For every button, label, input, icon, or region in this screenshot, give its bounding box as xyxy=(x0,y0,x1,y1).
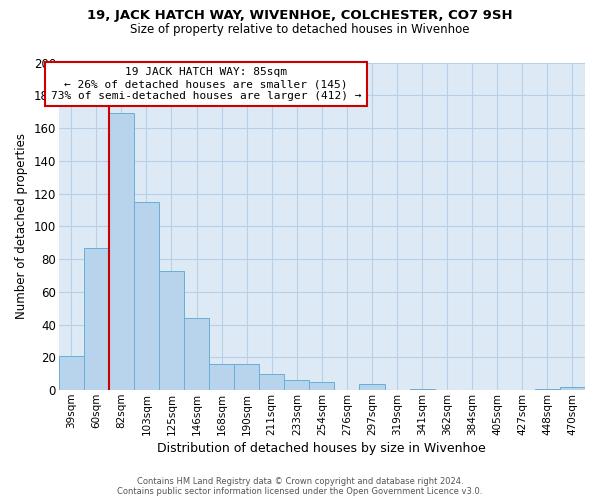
Bar xyxy=(410,388,434,390)
Bar xyxy=(59,356,84,390)
Bar xyxy=(159,270,184,390)
Text: 19 JACK HATCH WAY: 85sqm
← 26% of detached houses are smaller (145)
73% of semi-: 19 JACK HATCH WAY: 85sqm ← 26% of detach… xyxy=(51,68,361,100)
X-axis label: Distribution of detached houses by size in Wivenhoe: Distribution of detached houses by size … xyxy=(157,442,486,455)
Bar xyxy=(284,380,310,390)
Text: 19, JACK HATCH WAY, WIVENHOE, COLCHESTER, CO7 9SH: 19, JACK HATCH WAY, WIVENHOE, COLCHESTER… xyxy=(87,9,513,22)
Text: Contains HM Land Registry data © Crown copyright and database right 2024.
Contai: Contains HM Land Registry data © Crown c… xyxy=(118,476,482,496)
Bar xyxy=(134,202,159,390)
Bar xyxy=(259,374,284,390)
Y-axis label: Number of detached properties: Number of detached properties xyxy=(15,134,28,320)
Bar xyxy=(560,387,585,390)
Bar xyxy=(84,248,109,390)
Bar xyxy=(359,384,385,390)
Bar xyxy=(184,318,209,390)
Bar xyxy=(109,114,134,390)
Bar xyxy=(209,364,234,390)
Bar xyxy=(535,388,560,390)
Bar xyxy=(310,382,334,390)
Bar xyxy=(234,364,259,390)
Text: Size of property relative to detached houses in Wivenhoe: Size of property relative to detached ho… xyxy=(130,22,470,36)
